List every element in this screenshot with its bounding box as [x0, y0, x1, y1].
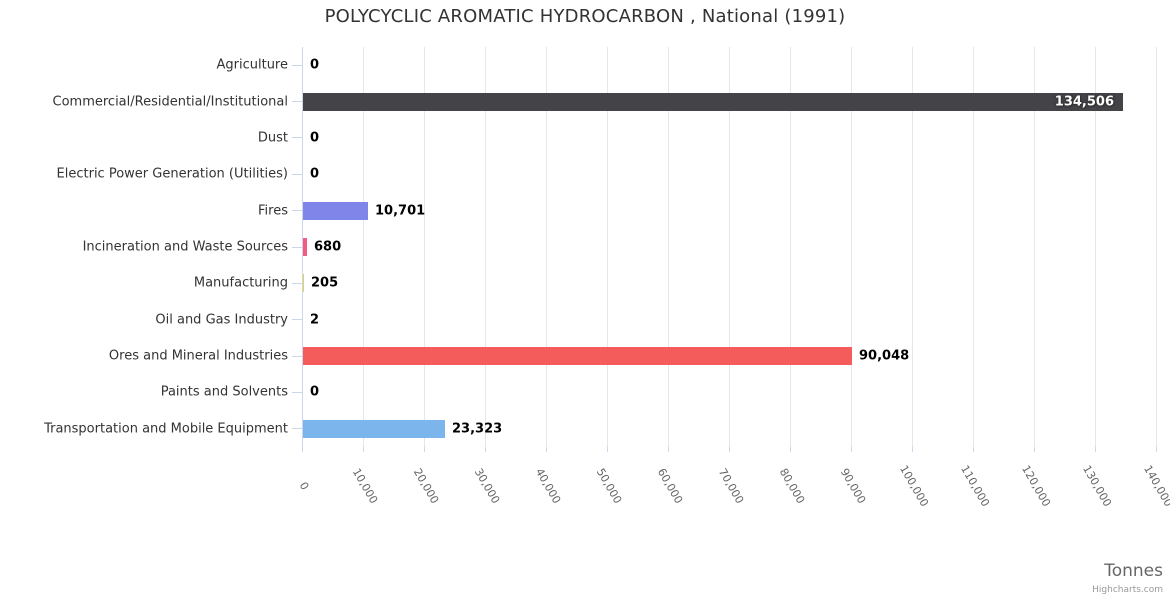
category-label-agriculture: Agriculture	[216, 57, 289, 73]
y-axis-tick-mark	[292, 355, 302, 357]
category-label-incineration-and-waste-sources: Incineration and Waste Sources	[82, 239, 288, 255]
category-label-manufacturing: Manufacturing	[193, 275, 288, 291]
bar-commercial-residential-institutional[interactable]	[303, 92, 1123, 111]
gridline	[972, 47, 974, 447]
x-axis-tick-mark	[667, 447, 669, 452]
x-axis-tick-label: 40,000	[532, 466, 564, 506]
gridline	[667, 47, 669, 447]
category-label-commercial-residential-institutional: Commercial/Residential/Institutional	[52, 94, 289, 110]
x-axis-tick-label: 130,000	[1079, 463, 1115, 509]
x-axis-tick-label: 90,000	[837, 466, 869, 506]
x-axis-tick-mark	[972, 447, 974, 452]
bar-incineration-and-waste-sources[interactable]	[303, 238, 307, 256]
category-label-fires: Fires	[258, 203, 288, 219]
y-axis-tick-mark	[292, 64, 302, 66]
y-axis-tick-mark	[292, 210, 302, 212]
chart-title: POLYCYCLIC AROMATIC HYDROCARBON , Nation…	[324, 6, 846, 27]
category-label-dust: Dust	[257, 130, 288, 146]
gridline	[1033, 47, 1035, 447]
x-axis-tick-mark	[850, 447, 852, 452]
x-axis-tick-mark	[789, 447, 791, 452]
x-axis-tick-label: 100,000	[896, 463, 932, 509]
y-axis-tick-mark	[292, 101, 302, 103]
gridline	[850, 47, 852, 447]
gridline	[484, 47, 486, 447]
x-axis-tick-mark	[301, 447, 303, 452]
x-axis-tick-label: 120,000	[1018, 463, 1054, 509]
data-label-agriculture: 0	[310, 57, 320, 73]
data-label-commercial-residential-institutional: 134,506	[1054, 94, 1114, 110]
category-label-transportation-and-mobile-equipment: Transportation and Mobile Equipment	[44, 421, 288, 437]
gridline	[545, 47, 547, 447]
gridline	[362, 47, 364, 447]
category-label-paints-and-solvents: Paints and Solvents	[160, 384, 288, 400]
x-axis-tick-mark	[728, 447, 730, 452]
gridline	[606, 47, 608, 447]
x-axis-tick-mark	[423, 447, 425, 452]
y-axis-line	[302, 47, 303, 447]
data-label-ores-and-mineral-industries: 90,048	[859, 348, 910, 364]
x-axis-tick-label: 20,000	[410, 466, 442, 506]
y-axis-tick-mark	[292, 246, 302, 248]
y-axis-tick-mark	[292, 428, 302, 430]
x-axis-tick-label: 110,000	[957, 463, 993, 509]
gridline	[1155, 47, 1157, 447]
category-label-electric-power-generation-utilities: Electric Power Generation (Utilities)	[56, 166, 288, 182]
y-axis-tick-mark	[292, 282, 302, 284]
x-axis-tick-label: 140,000	[1140, 463, 1170, 509]
x-axis-tick-label: 80,000	[776, 466, 808, 506]
gridline	[423, 47, 425, 447]
gridline	[789, 47, 791, 447]
y-axis-tick-mark	[292, 319, 302, 321]
data-label-oil-and-gas-industry: 2	[310, 312, 320, 328]
x-axis-tick-label: 0	[296, 479, 312, 493]
x-axis-tick-mark	[362, 447, 364, 452]
bar-fires[interactable]	[303, 201, 368, 220]
bar-ores-and-mineral-industries[interactable]	[303, 347, 852, 366]
x-axis-tick-label: 50,000	[593, 466, 625, 506]
x-axis-tick-mark	[911, 447, 913, 452]
x-axis-tick-mark	[545, 447, 547, 452]
x-axis-tick-mark	[484, 447, 486, 452]
x-axis-tick-label: 10,000	[349, 466, 381, 506]
bar-transportation-and-mobile-equipment[interactable]	[303, 419, 445, 438]
x-axis-title: Tonnes	[1104, 561, 1163, 581]
data-label-electric-power-generation-utilities: 0	[310, 166, 320, 182]
data-label-manufacturing: 205	[311, 275, 339, 291]
data-label-paints-and-solvents: 0	[310, 384, 320, 400]
x-axis-tick-label: 70,000	[715, 466, 747, 506]
highcharts-credits-link[interactable]: Highcharts.com	[1092, 585, 1163, 595]
data-label-incineration-and-waste-sources: 680	[314, 239, 342, 255]
gridline	[911, 47, 913, 447]
x-axis-tick-mark	[606, 447, 608, 452]
bar-manufacturing[interactable]	[303, 274, 304, 293]
y-axis-tick-mark	[292, 173, 302, 175]
data-label-transportation-and-mobile-equipment: 23,323	[452, 421, 503, 437]
gridline	[1094, 47, 1096, 447]
x-axis-tick-label: 30,000	[471, 466, 503, 506]
x-axis-tick-mark	[1155, 447, 1157, 452]
category-label-ores-and-mineral-industries: Ores and Mineral Industries	[108, 348, 288, 364]
data-label-fires: 10,701	[375, 203, 426, 219]
y-axis-tick-mark	[292, 391, 302, 393]
x-axis-tick-mark	[1094, 447, 1096, 452]
data-label-dust: 0	[310, 130, 320, 146]
x-axis-tick-mark	[1033, 447, 1035, 452]
x-axis-tick-label: 60,000	[654, 466, 686, 506]
category-label-oil-and-gas-industry: Oil and Gas Industry	[155, 312, 288, 328]
gridline	[728, 47, 730, 447]
y-axis-tick-mark	[292, 137, 302, 139]
